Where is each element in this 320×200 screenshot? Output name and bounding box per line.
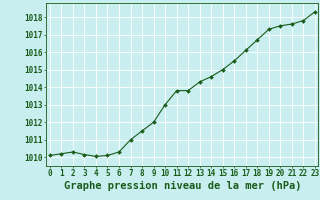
- X-axis label: Graphe pression niveau de la mer (hPa): Graphe pression niveau de la mer (hPa): [64, 181, 301, 191]
